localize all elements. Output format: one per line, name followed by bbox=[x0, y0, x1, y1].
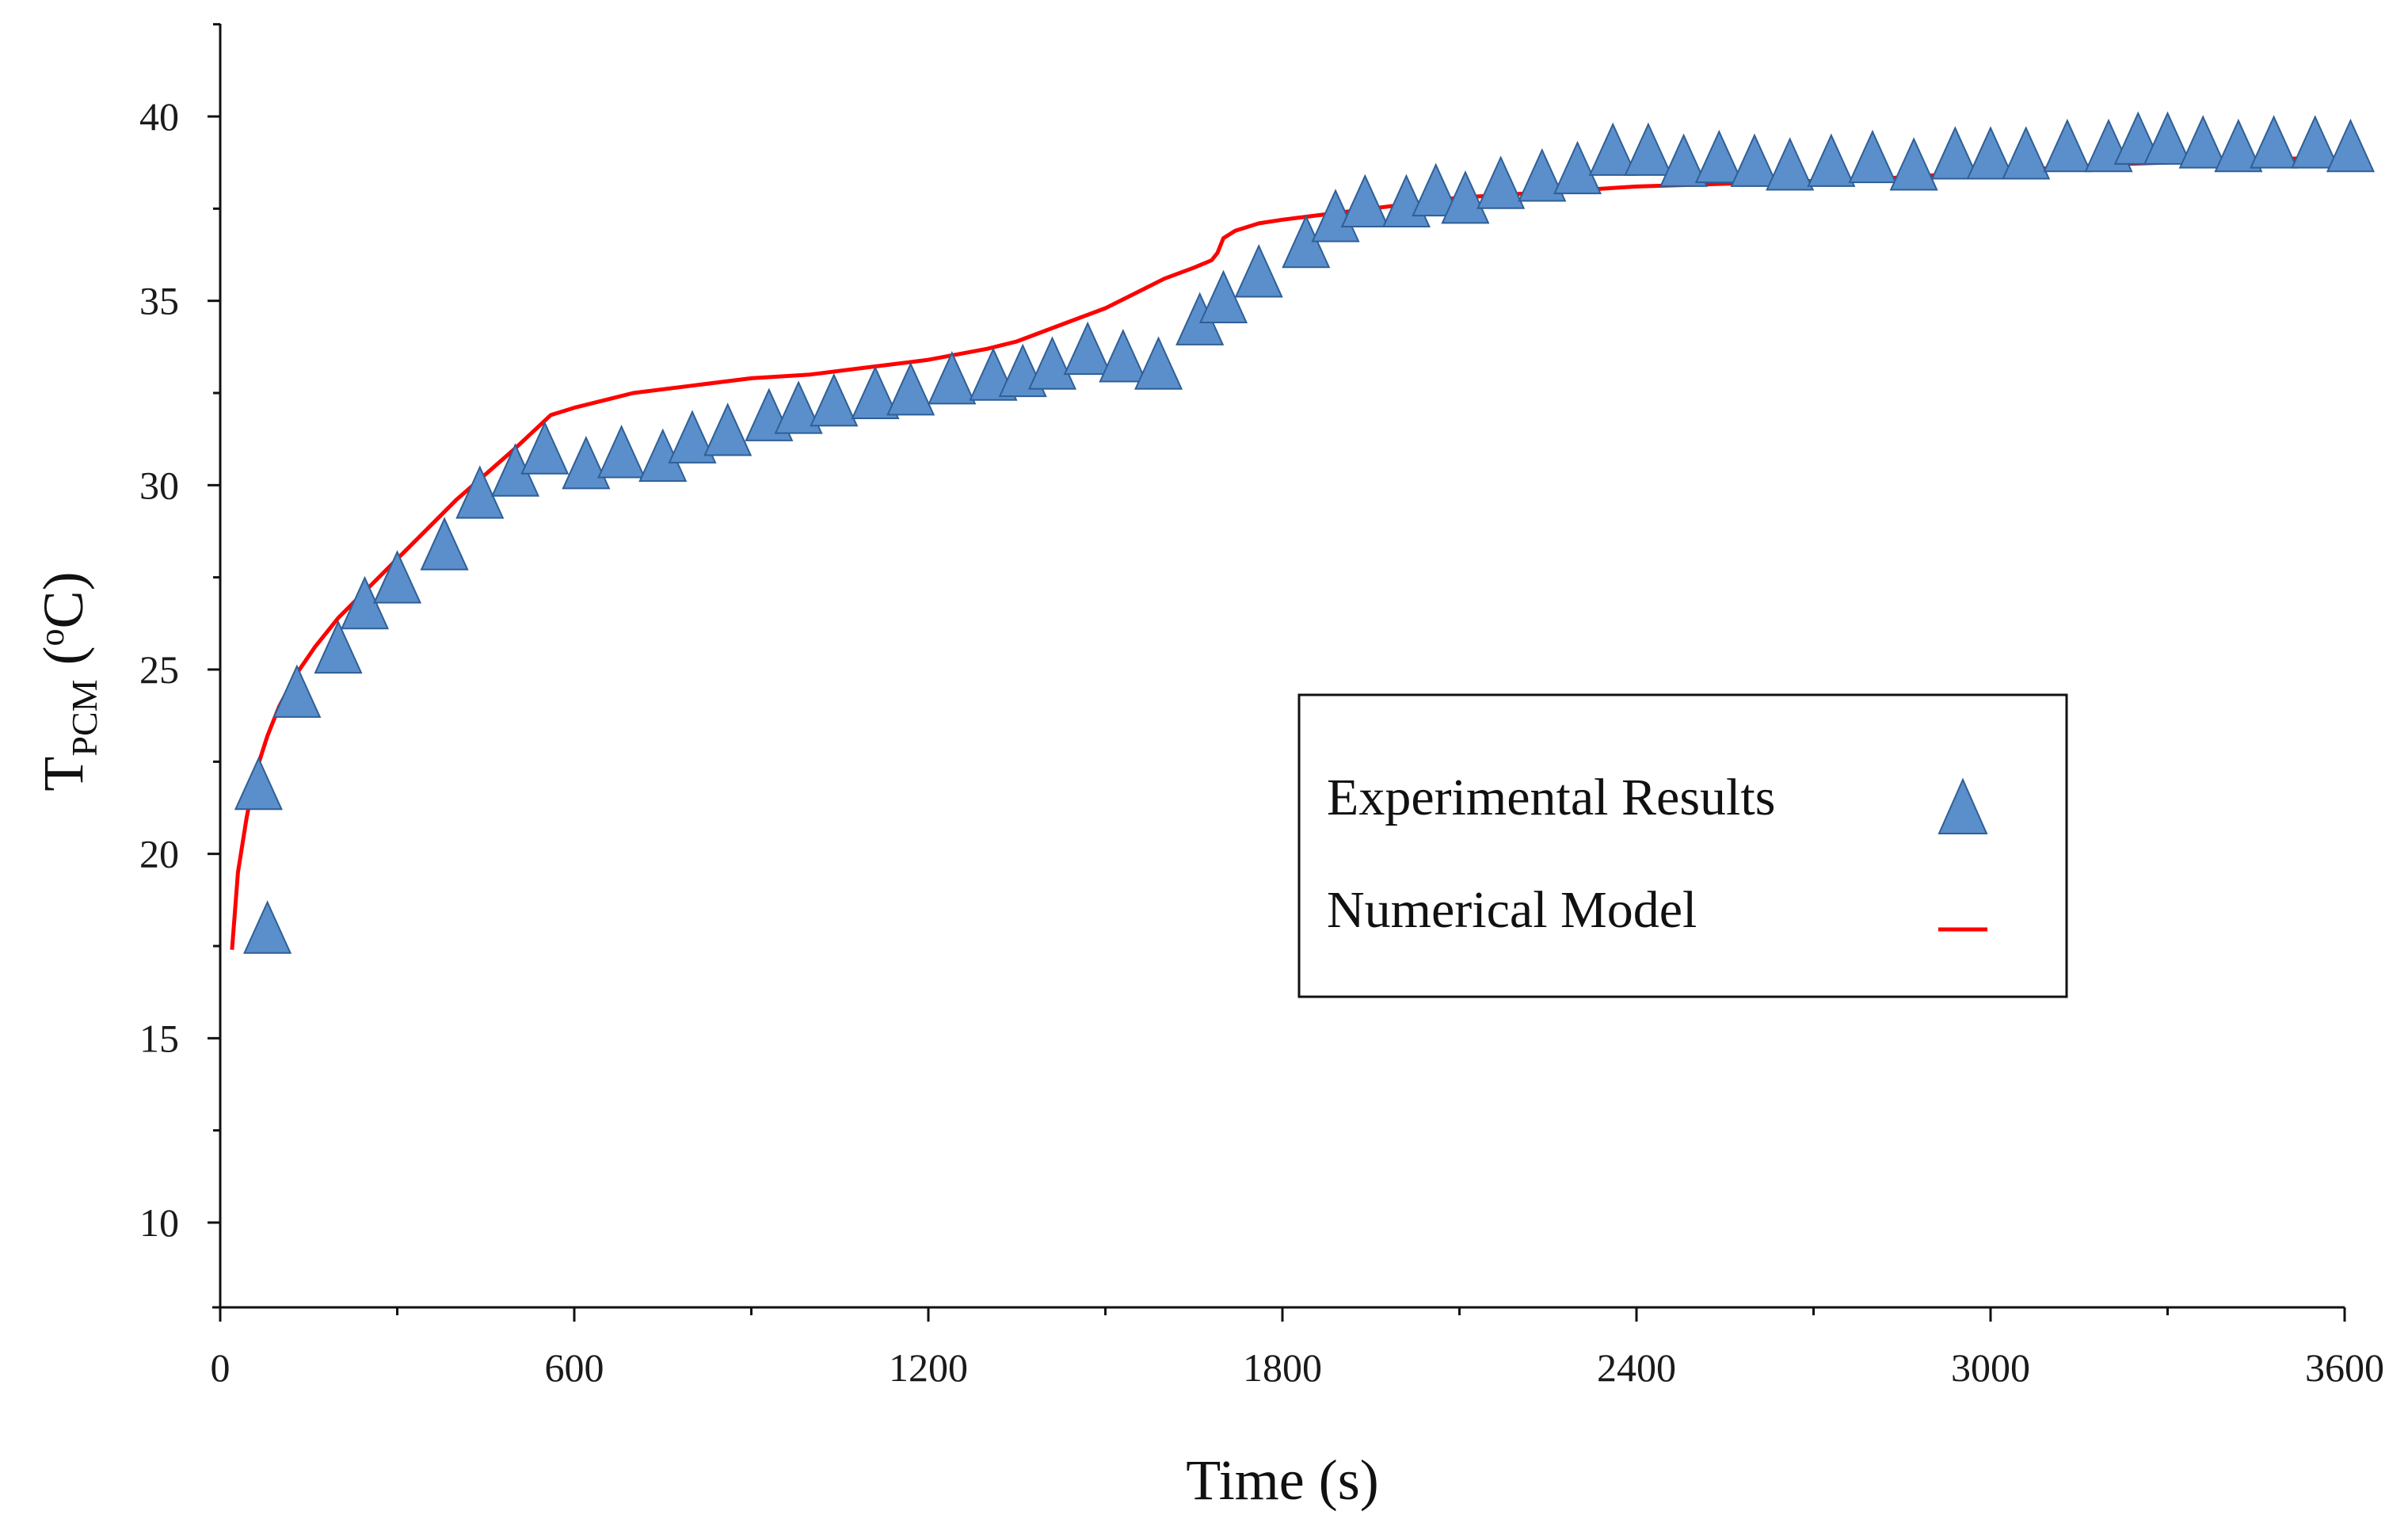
experimental-point bbox=[1027, 336, 1077, 390]
y-tick-label: 25 bbox=[139, 647, 179, 692]
experimental-point bbox=[810, 372, 859, 427]
legend-marker-experimental bbox=[1937, 777, 1988, 834]
experimental-point bbox=[1807, 133, 1856, 187]
x-tick-label: 1200 bbox=[889, 1345, 968, 1390]
experimental-point bbox=[886, 361, 935, 416]
x-ticks: 0 600 1200 1800 2400 3000 3600 bbox=[211, 1307, 2384, 1390]
experimental-point bbox=[2002, 126, 2051, 180]
experimental-point bbox=[520, 421, 570, 475]
experimental-point bbox=[2043, 118, 2092, 173]
experimental-point bbox=[1766, 137, 1815, 191]
experimental-point bbox=[1624, 122, 1673, 176]
experimental-point bbox=[1966, 126, 2015, 180]
experimental-point bbox=[1441, 170, 1490, 224]
y-ticks: 10 15 20 25 30 35 40 bbox=[139, 23, 220, 1245]
experimental-point bbox=[1063, 321, 1112, 376]
experimental-point bbox=[851, 365, 900, 419]
y-axis-title: TPCM (oC) bbox=[32, 571, 105, 791]
legend-label-experimental: Experimental Results bbox=[1327, 769, 1775, 826]
experimental-point bbox=[668, 410, 717, 464]
y-tick-label: 35 bbox=[139, 279, 179, 323]
experimental-point bbox=[314, 620, 363, 674]
x-tick-label: 3600 bbox=[2305, 1345, 2384, 1390]
x-tick-label: 3000 bbox=[1951, 1345, 2030, 1390]
x-axis-title: Time (s) bbox=[1186, 1448, 1378, 1512]
experimental-point bbox=[597, 425, 646, 479]
experimental-point bbox=[2143, 111, 2193, 165]
y-axis-title-main: T bbox=[32, 757, 95, 792]
experimental-point bbox=[2178, 115, 2227, 169]
experimental-point bbox=[1930, 126, 1979, 180]
experimental-point bbox=[1553, 140, 1602, 195]
experimental-point bbox=[234, 756, 283, 811]
experimental-point bbox=[1659, 133, 1709, 187]
experimental-point bbox=[1099, 329, 1148, 383]
experimental-point bbox=[372, 550, 422, 604]
experimental-point bbox=[1848, 129, 1897, 184]
experimental-point bbox=[1476, 155, 1526, 209]
x-tick-label: 0 bbox=[211, 1345, 231, 1390]
experimental-point bbox=[1588, 122, 1637, 176]
experimental-point bbox=[1730, 133, 1779, 187]
experimental-point bbox=[2326, 118, 2376, 173]
experimental-point bbox=[1412, 162, 1461, 217]
legend-box bbox=[1297, 693, 2068, 998]
experimental-point bbox=[928, 350, 977, 405]
experimental-point bbox=[562, 435, 611, 490]
legend-label-numerical: Numerical Model bbox=[1327, 881, 1697, 939]
experimental-point bbox=[1134, 336, 1183, 390]
x-tick-label: 2400 bbox=[1597, 1345, 1676, 1390]
legend: Experimental Results Numerical Model bbox=[1297, 693, 2068, 998]
axes bbox=[212, 24, 2345, 1309]
experimental-point bbox=[2291, 115, 2340, 169]
y-tick-label: 30 bbox=[139, 463, 179, 507]
y-axis-title-superscript: o bbox=[32, 628, 71, 646]
series-layer bbox=[230, 111, 2376, 954]
y-axis-title-open: ( bbox=[32, 646, 95, 679]
experimental-point bbox=[1694, 129, 1743, 184]
y-axis-title-subscript: PCM bbox=[64, 679, 105, 756]
y-axis-title-unit: C) bbox=[32, 571, 95, 628]
experimental-point bbox=[774, 380, 823, 434]
y-tick-label: 40 bbox=[139, 94, 179, 139]
y-tick-label: 15 bbox=[139, 1016, 179, 1060]
experimental-point bbox=[1518, 148, 1567, 202]
y-tick-label: 20 bbox=[139, 832, 179, 876]
y-tick-label: 10 bbox=[139, 1200, 179, 1245]
experimental-point bbox=[703, 403, 752, 456]
experimental-point bbox=[2250, 115, 2299, 169]
experimental-point bbox=[1234, 244, 1283, 298]
x-tick-label: 1800 bbox=[1243, 1345, 1322, 1390]
experimental-point bbox=[1889, 137, 1938, 191]
experimental-point bbox=[2214, 118, 2263, 173]
experimental-point bbox=[420, 517, 469, 570]
experimental-point bbox=[455, 465, 505, 519]
experimental-point bbox=[272, 664, 322, 718]
experimental-point bbox=[1340, 174, 1389, 228]
experimental-point bbox=[243, 900, 292, 954]
x-tick-label: 600 bbox=[545, 1345, 604, 1390]
